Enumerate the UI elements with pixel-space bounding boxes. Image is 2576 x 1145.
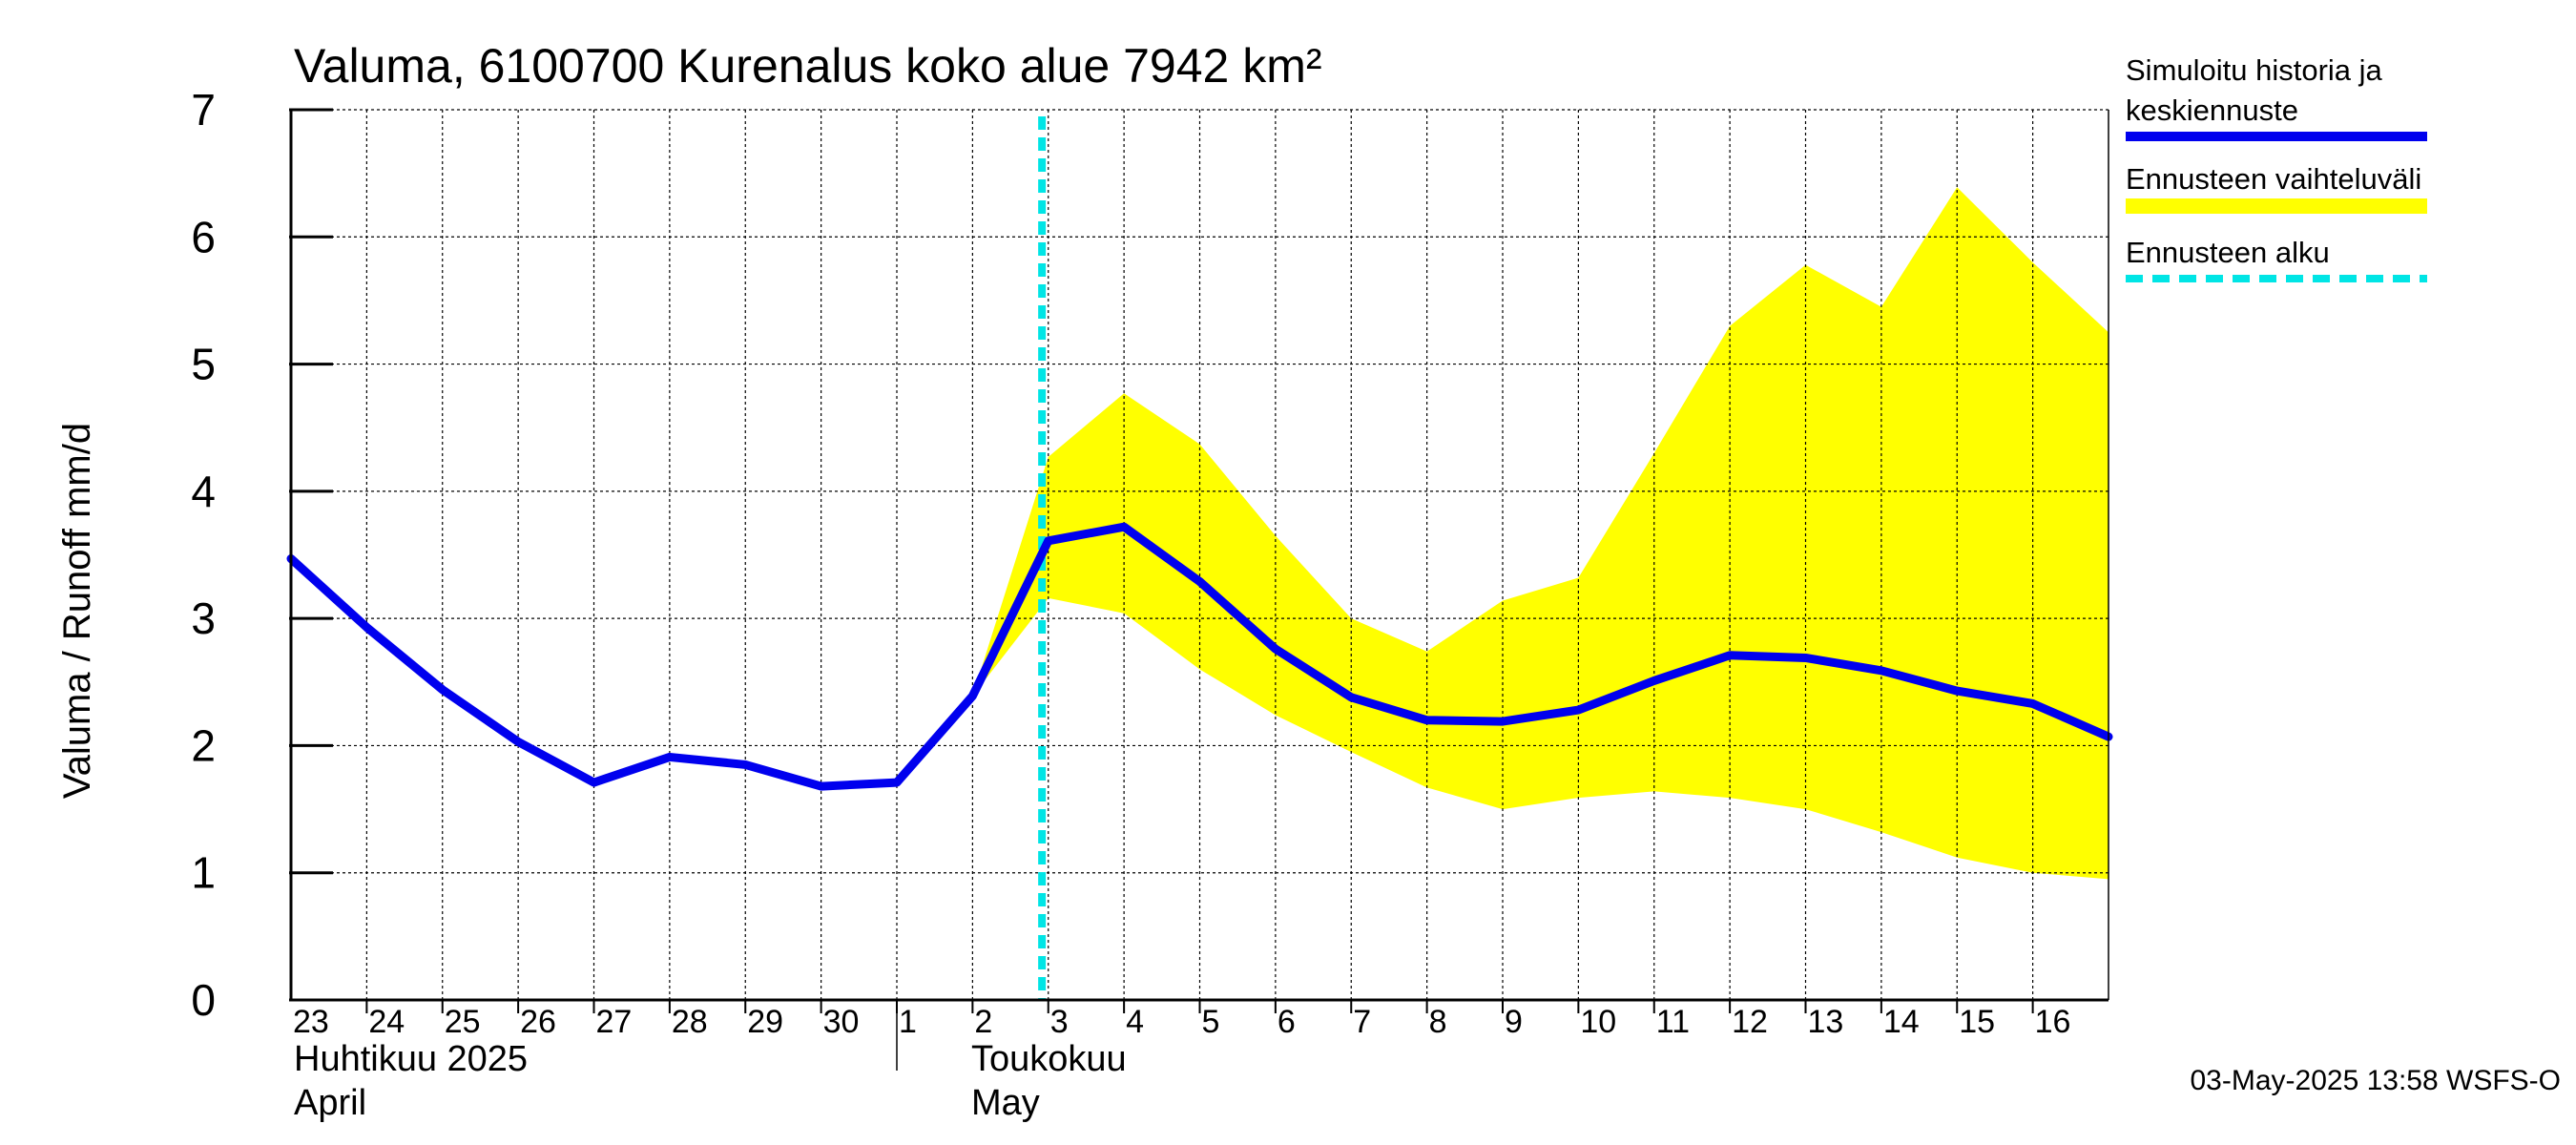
x-tick-label: 9: [1505, 1004, 1523, 1040]
x-tick-label: 7: [1353, 1004, 1371, 1040]
legend-label-forecast-start: Ennusteen alku: [2126, 236, 2330, 269]
legend-label-simulated-line2: keskiennuste: [2126, 94, 2298, 127]
y-tick-label: 2: [191, 720, 216, 770]
x-tick-label: 10: [1580, 1004, 1616, 1040]
x-tick-label: 2: [974, 1004, 992, 1040]
y-tick-label: 7: [191, 85, 216, 135]
x-tick-label: 12: [1732, 1004, 1768, 1040]
y-tick-label: 5: [191, 340, 216, 389]
legend: Simuloitu historia ja keskiennuste Ennus…: [2126, 53, 2427, 282]
forecast-range-band-layer: [972, 187, 2109, 880]
runoff-line-layer: [286, 522, 2113, 791]
x-tick-label: 28: [672, 1004, 708, 1040]
legend-label-range: Ennusteen vaihteluväli: [2126, 162, 2421, 196]
y-tick-label: 3: [191, 593, 216, 643]
x-tick-label: 8: [1429, 1004, 1447, 1040]
month-label-april-fi: Huhtikuu 2025: [294, 1039, 528, 1079]
footer-timestamp: 03-May-2025 13:58 WSFS-O: [2191, 1065, 2562, 1096]
x-tick-label: 1: [899, 1004, 917, 1040]
x-tick-label: 30: [823, 1004, 860, 1040]
x-tick-label: 23: [293, 1004, 329, 1040]
forecast-range-band: [972, 187, 2109, 880]
x-tick-label: 11: [1656, 1004, 1690, 1040]
y-tick-label: 6: [191, 212, 216, 261]
month-label-may-en: May: [971, 1083, 1040, 1123]
runoff-line: [286, 522, 2113, 791]
x-tick-label: 25: [445, 1004, 481, 1040]
x-tick-label: 26: [520, 1004, 556, 1040]
month-label-april-en: April: [294, 1083, 366, 1123]
x-tick-label: 5: [1202, 1004, 1220, 1040]
legend-label-simulated-line1: Simuloitu historia ja: [2126, 53, 2383, 87]
axes-layer: [289, 108, 2109, 1071]
x-tick-label: 15: [1959, 1004, 1995, 1040]
x-tick-label: 27: [596, 1004, 633, 1040]
x-tick-label: 4: [1126, 1004, 1144, 1040]
x-tick-label: 24: [368, 1004, 405, 1040]
x-tick-label: 3: [1050, 1004, 1069, 1040]
x-tick-label: 29: [747, 1004, 783, 1040]
y-tick-label: 0: [191, 975, 216, 1025]
chart-title: Valuma, 6100700 Kurenalus koko alue 7942…: [294, 39, 1322, 93]
x-tick-label: 16: [2035, 1004, 2071, 1040]
x-tick-label: 14: [1883, 1004, 1920, 1040]
x-tick-label: 13: [1808, 1004, 1844, 1040]
y-axis-label: Valuma / Runoff mm/d: [56, 423, 98, 799]
y-tick-label: 4: [191, 467, 216, 516]
x-tick-label: 6: [1278, 1004, 1296, 1040]
y-tick-label: 1: [191, 848, 216, 898]
month-label-may-fi: Toukokuu: [971, 1039, 1127, 1079]
